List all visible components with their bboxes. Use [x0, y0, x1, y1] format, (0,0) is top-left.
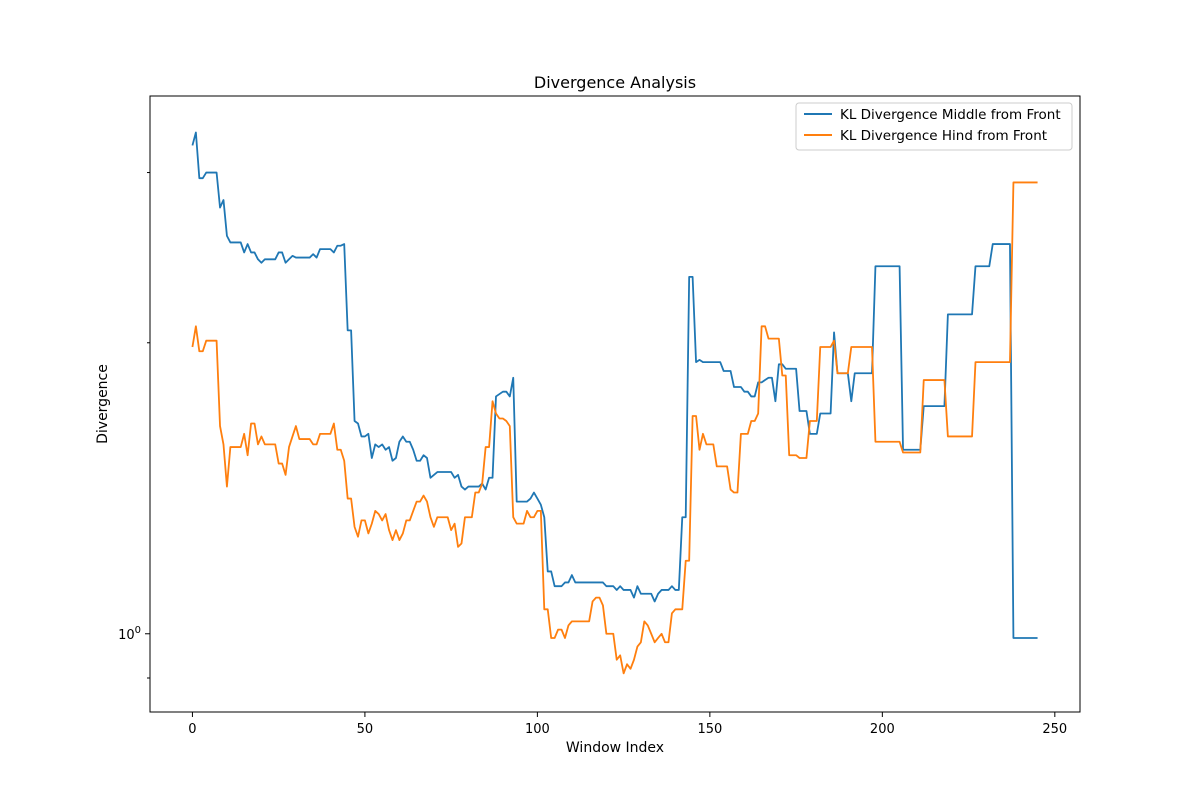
x-axis-label: Window Index — [566, 740, 664, 756]
y-axis-label: Divergence — [95, 364, 111, 444]
legend-box — [795, 102, 1073, 151]
legend-item-hind[interactable]: KL Divergence Hind from Front — [804, 128, 1047, 144]
y-tick-label: 100 — [118, 625, 141, 643]
x-tick-label: 200 — [870, 722, 895, 737]
series-group — [191, 131, 1038, 675]
plot-frame — [149, 95, 1081, 713]
chart-title: Divergence Analysis — [534, 73, 696, 92]
y-axis-ticks: 100 — [118, 172, 150, 679]
series-line-middle — [191, 131, 1038, 639]
x-tick-label: 150 — [697, 722, 722, 737]
x-tick-label: 250 — [1042, 722, 1067, 737]
x-axis-ticks: 0 50 100 150 200 250 — [188, 712, 1067, 737]
x-tick-label: 100 — [525, 722, 550, 737]
plot-area: 0 50 100 150 200 250 100 — [118, 95, 1081, 737]
x-tick-label: 50 — [357, 722, 374, 737]
x-tick-label: 0 — [188, 722, 196, 737]
legend-item-middle[interactable]: KL Divergence Middle from Front — [804, 107, 1061, 123]
legend-label-middle: KL Divergence Middle from Front — [840, 107, 1061, 123]
legend-label-hind: KL Divergence Hind from Front — [840, 128, 1047, 144]
series-line-hind — [191, 181, 1038, 675]
legend[interactable]: KL Divergence Middle from Front KL Diver… — [795, 102, 1073, 151]
